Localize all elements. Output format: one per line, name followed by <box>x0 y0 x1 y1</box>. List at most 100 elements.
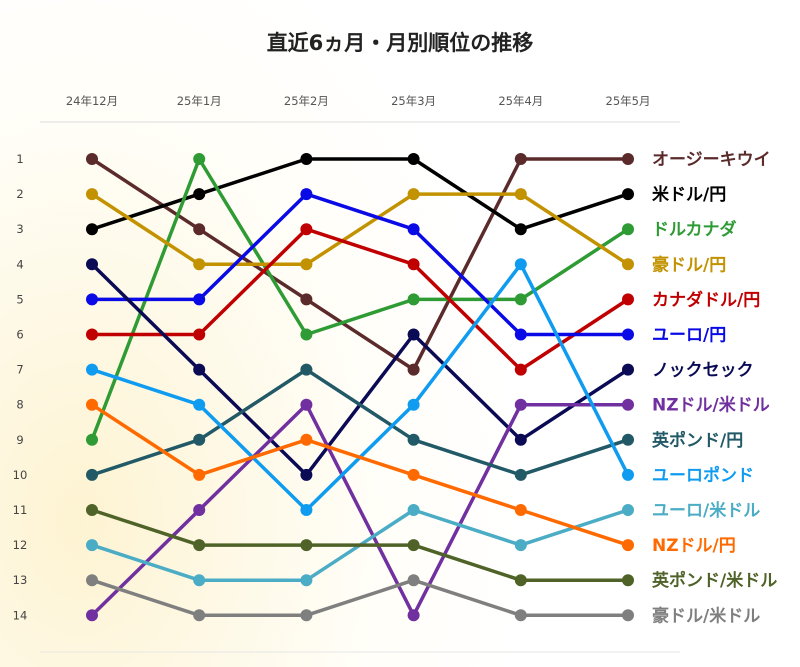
data-point <box>300 468 313 481</box>
data-point <box>514 328 527 341</box>
series-line <box>90 192 630 267</box>
data-point <box>300 574 313 587</box>
data-point <box>193 433 206 446</box>
data-point <box>407 363 420 376</box>
data-point <box>86 398 98 411</box>
data-point <box>300 539 313 552</box>
data-point <box>407 574 420 587</box>
data-point <box>86 188 98 201</box>
data-point <box>300 504 313 516</box>
series-label: ユーロ/円 <box>652 326 726 346</box>
data-point <box>407 188 420 201</box>
series-label: ユーロポンド <box>652 465 754 486</box>
y-tick-label: 8 <box>16 398 23 412</box>
data-point <box>407 468 420 481</box>
data-point <box>193 539 206 552</box>
x-tick-label: 25年4月 <box>498 94 543 108</box>
data-point <box>300 609 313 622</box>
data-point <box>514 188 527 201</box>
data-point <box>86 504 98 516</box>
series-line <box>90 192 630 337</box>
data-point <box>622 468 634 481</box>
series-label: カナダドル/円 <box>652 289 760 310</box>
y-tick-label: 13 <box>13 573 28 587</box>
data-point <box>193 328 206 341</box>
y-tick-label: 10 <box>13 468 28 482</box>
series-line <box>90 157 630 231</box>
data-point <box>407 539 420 552</box>
data-point <box>622 504 634 516</box>
x-tick-label: 24年12月 <box>66 94 118 108</box>
data-point <box>622 609 634 622</box>
data-point <box>86 328 98 341</box>
y-tick-label: 11 <box>13 503 28 517</box>
y-tick-label: 5 <box>16 292 23 306</box>
data-point <box>193 258 206 271</box>
data-point <box>193 363 206 376</box>
data-point <box>407 258 420 271</box>
data-point <box>514 153 527 165</box>
series-line <box>90 262 630 512</box>
data-point <box>514 293 527 306</box>
y-tick-label: 9 <box>16 433 23 447</box>
series-line <box>90 578 630 618</box>
data-point <box>300 433 313 446</box>
series-line <box>90 157 630 372</box>
data-point <box>300 363 313 376</box>
data-point <box>193 188 206 201</box>
series-line <box>90 508 630 582</box>
data-point <box>300 398 313 411</box>
data-point <box>86 433 98 446</box>
x-axis-labels: 24年12月 25年1月 25年2月 25年3月 25年4月 25年5月 <box>66 94 651 108</box>
y-tick-label: 7 <box>16 363 23 377</box>
data-point <box>622 223 634 236</box>
series-label: NZドル/米ドル <box>652 395 770 416</box>
data-point <box>622 328 634 341</box>
series-label: NZドル/円 <box>652 536 736 556</box>
data-point <box>407 293 420 306</box>
data-point <box>86 258 98 271</box>
series-label: 豪ドル/米ドル <box>652 605 760 626</box>
data-point <box>86 468 98 481</box>
data-point <box>300 153 313 165</box>
series-label: 英ポンド/円 <box>652 430 743 451</box>
data-point <box>300 293 313 306</box>
data-point <box>622 433 634 446</box>
y-tick-label: 3 <box>16 222 23 236</box>
data-point <box>86 609 98 622</box>
data-point <box>300 188 313 201</box>
data-point <box>514 433 527 446</box>
series-label: 英ポンド/米ドル <box>652 570 777 591</box>
series-label: ユーロ/米ドル <box>652 500 760 521</box>
series-label: ドルカナダ <box>652 219 737 240</box>
series-label: 豪ドル/円 <box>652 254 726 275</box>
data-point <box>622 188 634 201</box>
data-point <box>193 398 206 411</box>
data-point <box>300 258 313 271</box>
series-label: ノックセック <box>652 361 754 381</box>
data-point <box>86 223 98 236</box>
data-point <box>407 328 420 341</box>
data-point <box>193 468 206 481</box>
data-point <box>407 153 420 165</box>
data-point <box>622 398 634 411</box>
data-point <box>193 504 206 516</box>
data-point <box>86 293 98 306</box>
data-point <box>407 504 420 516</box>
data-point <box>622 258 634 271</box>
data-point <box>86 539 98 552</box>
data-point <box>86 363 98 376</box>
data-point <box>514 363 527 376</box>
series-label: 米ドル/円 <box>652 184 726 205</box>
data-point <box>514 398 527 411</box>
series-line <box>90 402 630 618</box>
series-line <box>90 262 630 477</box>
data-point <box>193 153 206 165</box>
series-line <box>90 227 630 372</box>
data-point <box>407 433 420 446</box>
x-tick-label: 25年1月 <box>177 94 222 108</box>
data-point <box>514 468 527 481</box>
data-point <box>622 293 634 306</box>
